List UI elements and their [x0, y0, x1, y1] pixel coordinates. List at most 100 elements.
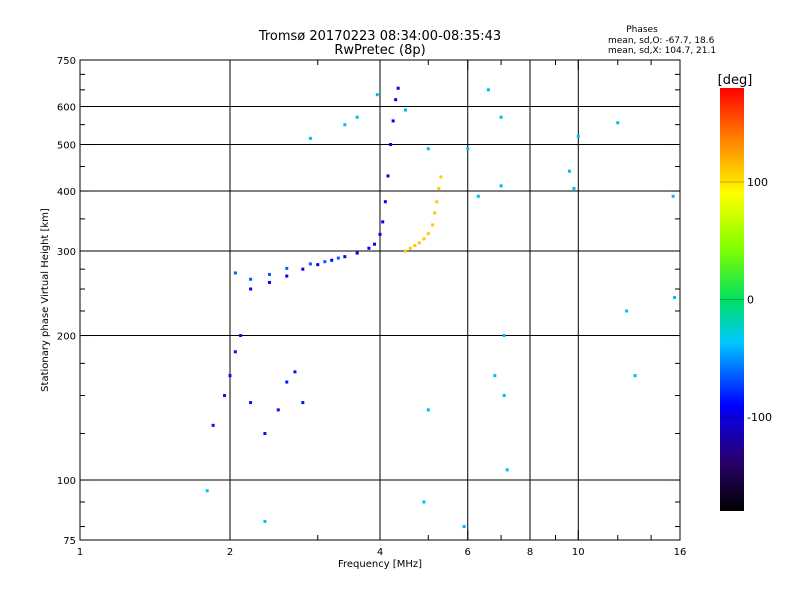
echo-point — [263, 432, 267, 436]
echo-point — [502, 334, 506, 338]
colorbar-tick-label: -100 — [747, 411, 772, 424]
echo-point — [285, 266, 289, 270]
echo-point — [263, 519, 267, 523]
phases-heading: Phases — [626, 25, 658, 35]
echo-point — [233, 271, 237, 275]
y-tick-label: 600 — [57, 103, 76, 114]
axis-ticks — [79, 59, 681, 541]
echo-point — [499, 115, 503, 119]
echo-point — [355, 251, 359, 255]
x-tick-label: 16 — [674, 547, 687, 558]
echo-point — [285, 380, 289, 384]
x-axis-label: Frequency [MHz] — [338, 559, 422, 570]
echo-point — [439, 175, 443, 179]
echo-point — [301, 401, 305, 405]
y-tick-label: 750 — [57, 56, 76, 67]
colorbar-tick-label: 0 — [747, 294, 754, 307]
echo-point — [476, 194, 480, 198]
echo-point — [308, 262, 312, 266]
echo-point — [276, 408, 280, 412]
echo-point — [417, 241, 421, 245]
y-tick-label: 500 — [57, 141, 76, 152]
echo-point — [431, 223, 435, 227]
echo-point — [499, 184, 503, 188]
echo-point — [422, 237, 426, 241]
echo-point — [205, 489, 209, 493]
echo-point — [426, 232, 430, 236]
echo-point — [386, 174, 390, 178]
x-tick-label: 6 — [465, 547, 471, 558]
echo-point — [426, 147, 430, 151]
colorbar-tick-label: 100 — [747, 176, 768, 189]
echo-point — [355, 115, 359, 119]
y-axis-label: Stationary phase Virtual Height [km] — [40, 208, 51, 392]
echo-point — [383, 200, 387, 204]
echo-point — [671, 194, 675, 198]
echo-point — [567, 169, 571, 173]
echo-point — [408, 246, 412, 250]
x-tick-label: 4 — [377, 547, 383, 558]
echo-point — [422, 500, 426, 504]
colorbar-label: [deg] — [718, 73, 753, 88]
echo-point — [462, 525, 466, 529]
y-tick-label: 400 — [57, 187, 76, 198]
echo-point — [301, 267, 305, 271]
echo-point — [267, 280, 271, 284]
echo-point — [493, 374, 497, 378]
y-tick-label: 75 — [63, 536, 76, 547]
tick-labels: 1 2 4 6 8 10 16 75 100 200 300 400 500 600 750 — [57, 56, 686, 558]
chart-subtitle: RwPretec (8p) — [334, 43, 425, 58]
echo-point — [330, 258, 334, 262]
echo-point — [394, 98, 398, 102]
echo-point — [403, 108, 407, 112]
echo-point — [249, 401, 253, 405]
echo-point — [576, 134, 580, 138]
echo-point — [673, 296, 677, 300]
echo-point — [633, 374, 637, 378]
echo-point — [433, 211, 437, 215]
echo-point — [378, 232, 382, 236]
y-tick-label: 300 — [57, 247, 76, 258]
echo-point — [239, 334, 243, 338]
echo-point — [367, 246, 371, 250]
echo-point — [316, 263, 320, 267]
echo-point — [381, 220, 385, 224]
echo-point — [343, 255, 347, 259]
echo-point — [616, 121, 620, 125]
grid-lines — [80, 60, 680, 540]
echo-point — [285, 274, 289, 278]
phases-mean-o: mean, sd,O: -67.7, 18.6 — [608, 36, 715, 46]
echo-point — [293, 370, 297, 374]
echo-point — [233, 350, 237, 354]
echo-point — [572, 186, 576, 190]
colorbar-ticks: 100 0 -100 — [720, 176, 772, 424]
echo-point — [267, 273, 271, 277]
x-tick-label: 10 — [572, 547, 585, 558]
echo-point — [413, 244, 417, 248]
echo-point — [228, 374, 232, 378]
echo-point — [437, 186, 441, 190]
echo-point — [375, 93, 379, 97]
echo-point — [426, 408, 430, 412]
phases-mean-x: mean, sd,X: 104.7, 21.1 — [608, 46, 716, 56]
echo-point — [502, 394, 506, 398]
echo-point — [211, 423, 215, 427]
echo-point — [486, 88, 490, 92]
echo-point — [389, 143, 393, 147]
echo-point — [391, 119, 395, 123]
x-tick-label: 2 — [227, 547, 233, 558]
echo-point — [308, 136, 312, 140]
echo-point — [336, 256, 340, 260]
echo-point — [373, 242, 377, 246]
x-tick-label: 8 — [527, 547, 533, 558]
y-tick-label: 200 — [57, 332, 76, 343]
echo-point — [403, 249, 407, 253]
echo-point — [396, 86, 400, 90]
x-tick-label: 1 — [77, 547, 83, 558]
echo-points — [205, 86, 677, 529]
echo-point — [435, 200, 439, 204]
colorbar — [720, 88, 744, 511]
echo-point — [323, 260, 327, 264]
echo-point — [343, 123, 347, 127]
